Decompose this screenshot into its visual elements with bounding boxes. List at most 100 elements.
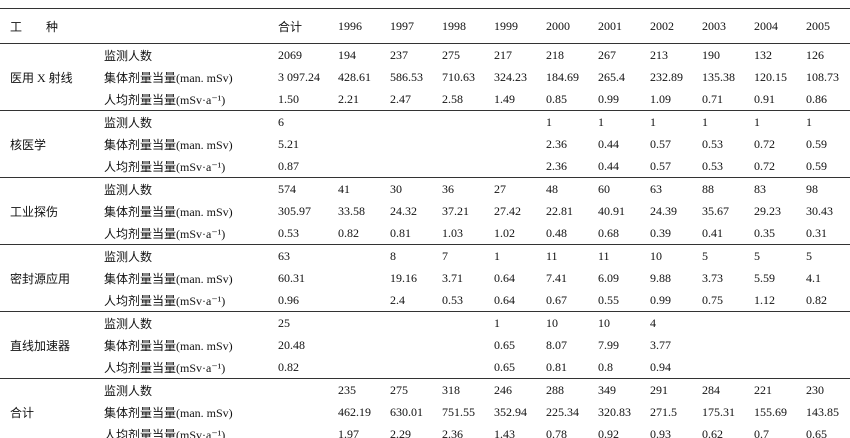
value-cell: 5 [694,244,746,267]
value-cell [798,356,850,379]
value-cell: 41 [330,177,382,200]
value-cell: 3.73 [702,270,723,285]
value-cell: 0.94 [650,359,671,374]
value-cell: 0.62 [694,423,746,438]
metric-label: 集体剂量当量(man. mSv) [104,70,233,85]
table-row: 人均剂量当量(mSv·a⁻¹) 1.97 2.29 2.36 1.43 0.78 0.92 0… [0,423,850,438]
table-row: 工 种合计 1996 1997 1998 1999 2000 2001 2002 2003 200… [0,8,850,44]
value-cell [330,356,382,379]
value-cell: 324.23 [494,69,527,84]
header-cell: 2003 [694,8,746,44]
table-row: 医用 X 射线 监测人数 2069 194 237 275 217 218 267 213 190 1… [0,43,850,111]
value-cell [382,133,434,155]
value-cell: 6 [270,110,330,133]
header-cell: 2002 [642,8,694,44]
value-cell: 25 [270,311,330,334]
value-cell: 63 [642,177,694,200]
value-cell: 1 [746,110,798,133]
value-cell: 0.8 [598,359,613,374]
value-cell: 5 [746,244,798,267]
value-cell [694,311,746,334]
value-cell [798,311,850,334]
value-cell: 3.77 [650,337,671,352]
value-cell: 0.87 [278,158,299,173]
value-cell: 349 [590,378,642,401]
value-cell: 36 [434,177,486,200]
metric-label: 监测人数 [100,177,270,200]
group-name: 直线加速器 [0,311,100,379]
value-cell: 246 [486,378,538,401]
value-cell: 83 [746,177,798,200]
metric-label: 人均剂量当量(mSv·a⁻¹) [104,92,226,107]
value-cell: 1.50 [278,91,299,106]
value-cell: 5 [798,244,850,267]
value-cell: 0.99 [650,292,671,307]
value-cell: 1.43 [486,423,538,438]
value-cell: 7 [434,244,486,267]
value-cell: 2069 [270,43,330,66]
value-cell: 462.19 [338,404,371,419]
value-cell: 0.59 [806,136,827,151]
table-row: 集体剂量当量(man. mSv) 60.31 19.16 3.71 0.64 7.41 6.… [0,267,850,289]
value-cell [746,356,798,379]
value-cell: 237 [382,43,434,66]
value-cell: 60.31 [278,270,305,285]
value-cell: 1 [798,110,850,133]
value-cell: 48 [538,177,590,200]
metric-label: 集体剂量当量(man. mSv) [104,405,233,420]
value-cell [330,133,382,155]
value-cell [694,334,746,356]
value-cell [798,334,850,356]
group-name: 合计 [0,378,100,438]
value-cell: 1 [590,110,642,133]
value-cell: 10 [590,311,642,334]
value-cell: 0.82 [338,225,359,240]
header-cell: 2004 [746,8,798,44]
value-cell [694,356,746,379]
value-cell: 265.4 [598,69,625,84]
value-cell: 8.07 [546,337,567,352]
group-name: 核医学 [0,110,100,178]
value-cell: 0.81 [390,225,411,240]
value-cell [434,155,486,178]
value-cell: 284 [694,378,746,401]
value-cell: 1.02 [494,225,515,240]
table-row: 集体剂量当量(man. mSv) 462.19 630.01 751.55 352.94… [0,401,850,423]
value-cell: 1 [694,110,746,133]
value-cell: 1 [486,244,538,267]
value-cell: 0.55 [598,292,619,307]
value-cell: 88 [694,177,746,200]
table-row: 人均剂量当量(mSv·a⁻¹) 0.53 0.82 0.81 1.03 1.02 0.48 0… [0,222,850,245]
value-cell [330,244,382,267]
value-cell [382,155,434,178]
value-cell: 155.69 [754,404,787,419]
value-cell: 271.5 [650,404,677,419]
value-cell: 2.36 [434,423,486,438]
metric-label: 集体剂量当量(man. mSv) [104,338,233,353]
metric-label: 监测人数 [100,43,270,66]
value-cell: 0.72 [754,158,775,173]
value-cell [746,311,798,334]
value-cell: 0.65 [494,359,515,374]
header-cell: 2005 [798,8,850,44]
value-cell: 235 [330,378,382,401]
value-cell: 4 [642,311,694,334]
value-cell [330,267,382,289]
value-cell [270,423,330,438]
value-cell: 218 [538,43,590,66]
value-cell: 288 [538,378,590,401]
header-cell: 工 种 [0,8,100,44]
value-cell: 0.35 [754,225,775,240]
value-cell: 7.41 [546,270,567,285]
metric-label: 监测人数 [100,244,270,267]
value-cell [486,110,538,133]
header-cell: 合计 [270,8,330,44]
value-cell: 0.44 [598,158,619,173]
table-row: 核医学 监测人数 6 1 1 1 1 1 1 [0,110,850,178]
value-cell: 0.68 [598,225,619,240]
value-cell: 24.32 [390,203,417,218]
table-row: 工业探伤 监测人数 574 41 30 36 27 48 60 63 88 83 98 [0,177,850,245]
value-cell: 33.58 [338,203,365,218]
value-cell: 291 [642,378,694,401]
